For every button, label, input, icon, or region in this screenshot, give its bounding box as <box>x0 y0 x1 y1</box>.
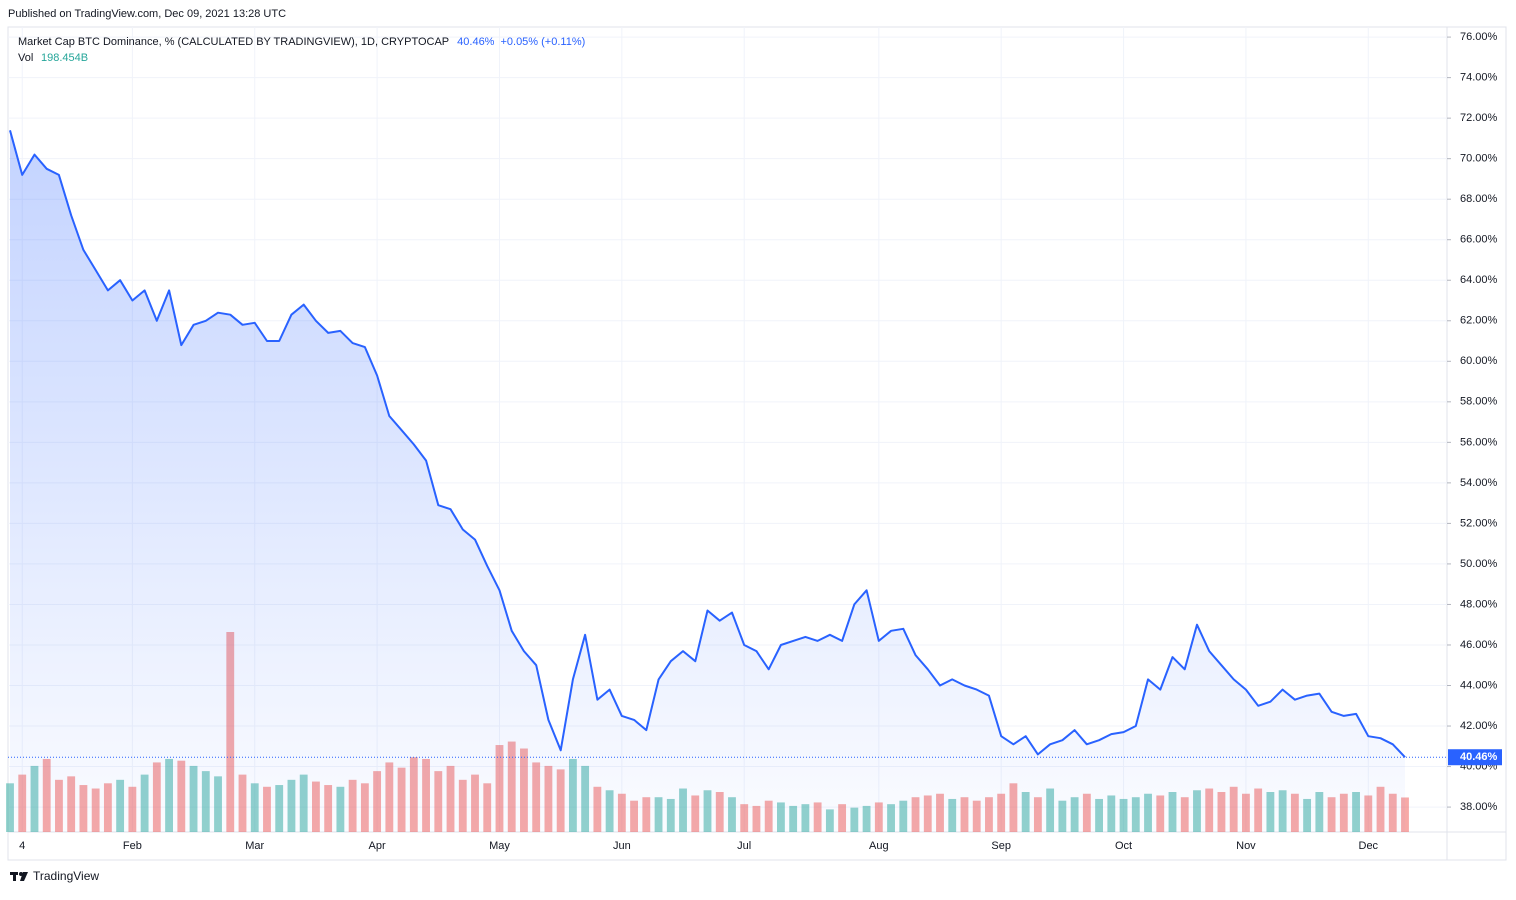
y-tick-label: 54.00% <box>1460 477 1498 489</box>
x-tick-label: Oct <box>1115 840 1132 852</box>
y-tick-label: 68.00% <box>1460 193 1498 205</box>
x-tick-label: 4 <box>19 840 25 852</box>
volume-title: Vol <box>18 52 33 64</box>
y-tick-label: 58.00% <box>1460 396 1498 408</box>
x-tick-label: Mar <box>245 840 264 852</box>
x-tick-label: Apr <box>369 840 386 852</box>
x-tick-label: Dec <box>1359 840 1379 852</box>
x-tick-label: Jun <box>613 840 631 852</box>
area <box>10 130 1405 833</box>
last-value-tag <box>1448 749 1502 766</box>
y-tick-label: 52.00% <box>1460 517 1498 529</box>
y-tick-label: 60.00% <box>1460 355 1498 367</box>
x-tick-label: Feb <box>123 840 142 852</box>
y-tick-label: 56.00% <box>1460 436 1498 448</box>
x-tick-label: Jul <box>737 840 751 852</box>
y-tick-label: 48.00% <box>1460 598 1498 610</box>
last-value-tag-label: 40.46% <box>1460 751 1498 763</box>
y-tick-label: 42.00% <box>1460 720 1498 732</box>
x-tick-label: Aug <box>869 840 889 852</box>
axes: 38.00%40.00%42.00%44.00%46.00%48.00%50.0… <box>19 31 1502 852</box>
published-note: Published on TradingView.com, Dec 09, 20… <box>8 8 286 20</box>
y-tick-label: 72.00% <box>1460 112 1498 124</box>
brand-logo <box>10 872 28 881</box>
y-tick-label: 44.00% <box>1460 679 1498 691</box>
y-tick-label: 38.00% <box>1460 801 1498 813</box>
y-tick-label: 64.00% <box>1460 274 1498 286</box>
chart-frame <box>7 26 1507 861</box>
x-tick-label: May <box>489 840 510 852</box>
y-tick-label: 50.00% <box>1460 558 1498 570</box>
y-tick-label: 70.00% <box>1460 153 1498 165</box>
line <box>9 130 1406 758</box>
y-tick-label: 46.00% <box>1460 639 1498 651</box>
plot <box>8 130 1447 833</box>
legend: Market Cap BTC Dominance, % (CALCULATED … <box>18 36 585 64</box>
symbol-title: Market Cap BTC Dominance, % (CALCULATED … <box>18 36 449 48</box>
last-value: 40.46% <box>457 36 495 48</box>
volume-value: 198.454B <box>41 52 88 64</box>
y-tick-label: 74.00% <box>1460 72 1498 84</box>
x-tick-label: Sep <box>991 840 1011 852</box>
x-tick-label: Nov <box>1236 840 1256 852</box>
y-tick-label: 76.00% <box>1460 31 1498 43</box>
y-tick-label: 66.00% <box>1460 234 1498 246</box>
y-tick-label: 62.00% <box>1460 315 1498 327</box>
change: +0.05% (+0.11%) <box>500 36 585 48</box>
brand: TradingView <box>33 869 99 883</box>
